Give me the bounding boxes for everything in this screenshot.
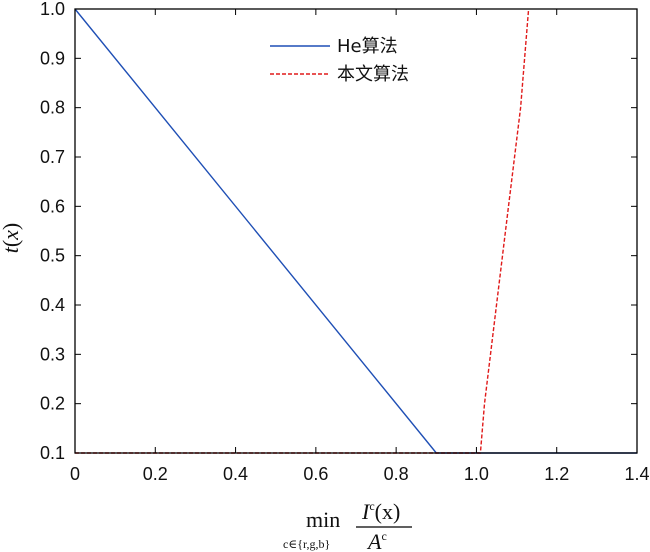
x-tick-label: 0: [70, 464, 80, 484]
y-label-close-paren: ): [0, 223, 23, 230]
x-tick-label: 1.4: [624, 464, 649, 484]
x-tick-label: 0.6: [303, 464, 328, 484]
y-label-open-paren: (: [0, 240, 23, 247]
x-tick-label: 0.8: [384, 464, 409, 484]
x-label-min: min: [306, 507, 340, 532]
y-tick-label: 0.6: [40, 196, 65, 216]
y-axis-ticks: 0.1 0.2 0.3 0.4 0.5 0.6 0.7 0.8 0.9 1.0: [40, 0, 637, 463]
y-label-t: t: [0, 246, 23, 253]
x-label-subscript: c∈{r,g,b}: [283, 537, 330, 551]
x-axis-label: min c∈{r,g,b} Ic(x) Ac: [283, 499, 412, 552]
y-tick-label: 0.2: [40, 394, 65, 414]
legend: He算法 本文算法: [270, 36, 409, 85]
y-label-x: x: [0, 230, 23, 241]
x-label-denominator-A: A: [366, 529, 382, 552]
y-tick-label: 1.0: [40, 0, 65, 19]
x-tick-label: 1.0: [464, 464, 489, 484]
svg-text:t(x): t(x): [0, 223, 23, 254]
y-tick-label: 0.8: [40, 98, 65, 118]
x-label-denominator: Ac: [366, 529, 387, 552]
x-tick-label: 0.2: [143, 464, 168, 484]
legend-label-he: He算法: [337, 36, 398, 57]
series-line-1: [75, 8, 530, 454]
x-label-denominator-sup: c: [381, 529, 386, 543]
y-tick-label: 0.7: [40, 147, 65, 167]
x-label-numerator-sup: c: [369, 499, 374, 513]
x-label-numerator: Ic(x): [361, 499, 400, 524]
y-tick-label: 0.4: [40, 295, 65, 315]
x-axis-ticks: 0 0.2 0.4 0.6 0.8 1.0 1.2 1.4: [70, 9, 650, 484]
x-tick-label: 1.2: [544, 464, 569, 484]
x-label-numerator-I: I: [361, 499, 371, 524]
x-label-numerator-rest: (x): [375, 499, 401, 524]
plot-frame: [74, 8, 638, 454]
y-tick-label: 0.5: [40, 246, 65, 266]
y-tick-label: 0.1: [40, 443, 65, 463]
x-tick-label: 0.4: [223, 464, 248, 484]
y-tick-label: 0.9: [40, 48, 65, 68]
y-axis-label: t(x): [0, 223, 23, 254]
y-tick-label: 0.3: [40, 344, 65, 364]
legend-label-proposed: 本文算法: [337, 64, 409, 85]
